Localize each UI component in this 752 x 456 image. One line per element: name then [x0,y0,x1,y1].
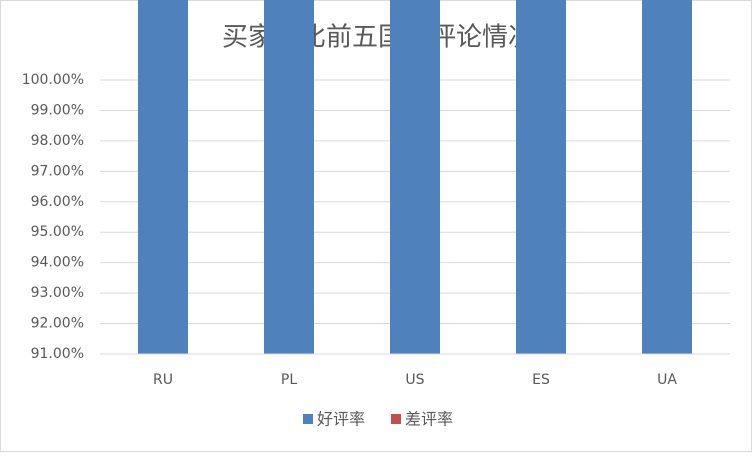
x-tick-label: RU [153,372,173,388]
bar-segment [516,0,566,354]
x-tick-label: ES [532,372,550,388]
x-tick-label: US [405,372,424,388]
x-tick-label: PL [281,372,297,388]
y-tick-label: 99.00% [31,102,84,118]
y-tick-label: 98.00% [31,133,84,149]
y-tick-label: 96.00% [31,194,84,210]
bar-segment [390,0,440,354]
y-tick-label: 91.00% [31,346,84,362]
legend-swatch [303,414,313,424]
legend-label: 好评率 [317,410,365,429]
x-tick-label: UA [657,372,677,388]
legend-swatch [391,414,401,424]
legend-label: 差评率 [405,410,453,429]
bar-segment [264,0,314,354]
y-tick-label: 100.00% [22,72,84,88]
bar-segment [642,0,692,354]
y-tick-label: 92.00% [31,316,84,332]
bar-segment [138,0,188,354]
y-tick-label: 94.00% [31,255,84,271]
y-tick-label: 93.00% [31,285,84,301]
y-tick-label: 97.00% [31,163,84,179]
y-tick-label: 95.00% [31,224,84,240]
